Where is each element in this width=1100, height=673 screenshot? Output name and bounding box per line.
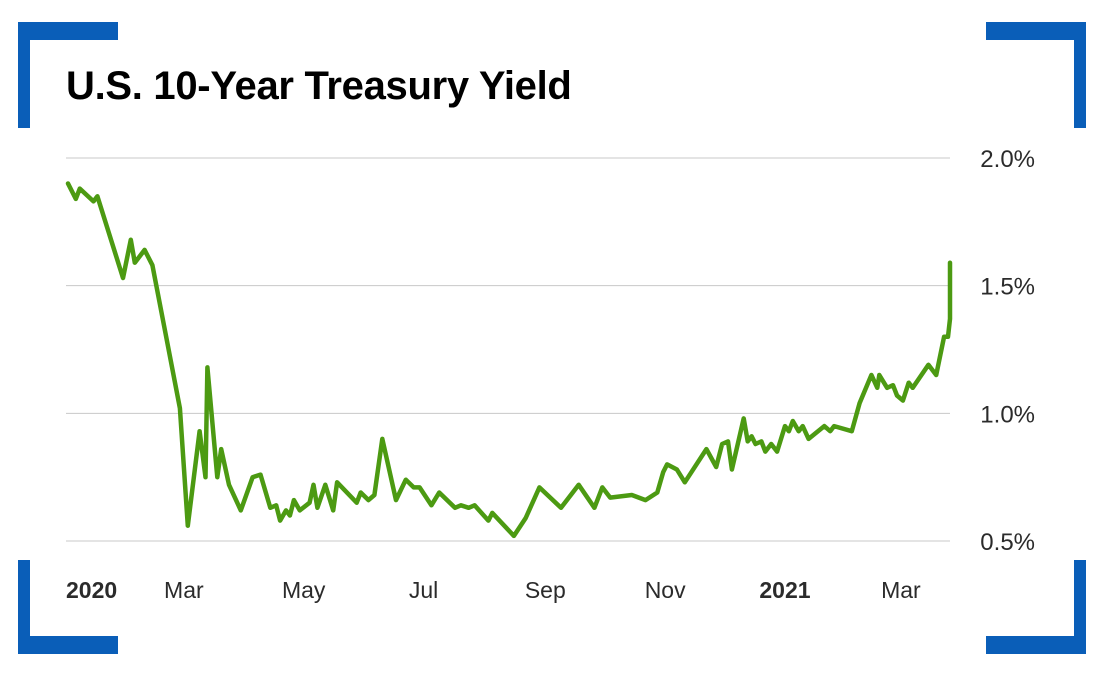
y-tick-label: 1.5% [980, 274, 1035, 301]
chart-title: U.S. 10-Year Treasury Yield [66, 64, 572, 108]
x-tick-label: Jul [409, 577, 438, 603]
x-axis-tick-labels: 2020 Mar May Jul Sep Nov 2021 Mar [66, 577, 921, 603]
x-tick-label: Sep [525, 577, 566, 603]
y-tick-label: 1.0% [980, 401, 1035, 428]
y-axis-tick-labels: 0.5% 1.0% 1.5% 2.0% [980, 146, 1035, 556]
x-tick-label: Mar [881, 577, 921, 603]
y-tick-label: 2.0% [980, 146, 1035, 173]
series-line [65, 181, 953, 539]
frame-corner-bottom-left [18, 560, 118, 654]
x-tick-label: Nov [645, 577, 686, 603]
frame-corner-top-left [18, 22, 118, 128]
x-tick-label: May [282, 577, 326, 603]
x-tick-label: 2020 [66, 577, 117, 603]
x-tick-label: Mar [164, 577, 204, 603]
frame-corner-bottom-right [986, 560, 1086, 654]
y-tick-label: 0.5% [980, 529, 1035, 556]
frame-corner-top-right [986, 22, 1086, 128]
x-tick-label: 2021 [759, 577, 810, 603]
series-lines [65, 181, 953, 539]
gridlines [66, 157, 950, 542]
